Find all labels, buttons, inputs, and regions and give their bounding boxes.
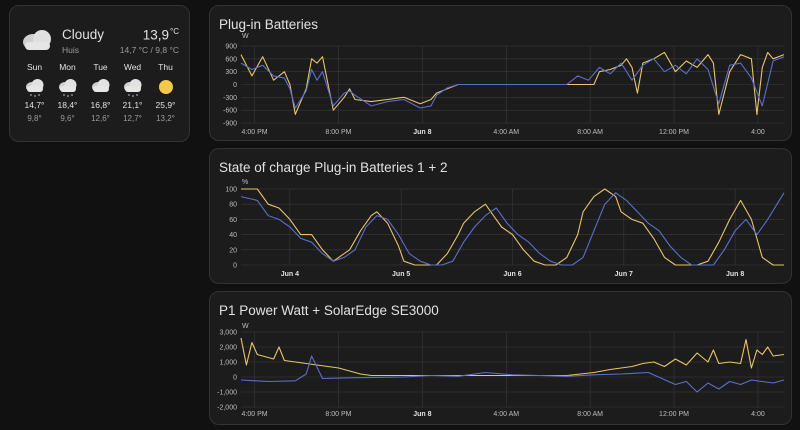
forecast-day-label: Tue	[93, 62, 108, 72]
x-tick-label: 12:00 PM	[659, 411, 689, 418]
chart-title: State of charge Plug-in Batteries 1 + 2	[219, 160, 448, 175]
y-tick-label: 3,000	[219, 330, 237, 337]
p1-power-chart[interactable]: 3,000 2,000 1,000 0 -1,000 -2,000 W 4:00 PM 8:00…	[210, 292, 793, 426]
y-tick-label: 0	[233, 263, 237, 270]
forecast-high: 14,7°	[24, 100, 45, 110]
snowy-cloud-icon	[123, 79, 141, 97]
forecast-day-label: Mon	[59, 62, 76, 72]
x-tick-label: Jun 8	[726, 271, 744, 278]
x-tick-label: 4:00 PM	[242, 129, 268, 136]
forecast-day-label: Thu	[158, 62, 173, 72]
x-tick-label: 4:00 AM	[493, 411, 519, 418]
unit-label: W	[242, 33, 249, 40]
plug-in-batteries-card[interactable]: Plug-in Batteries 900 600 300 0 -300 -600 -900…	[209, 5, 792, 141]
forecast-high: 16,8°	[90, 100, 111, 110]
forecast-day: Sun 14,7° 9,8°	[18, 62, 51, 123]
state-of-charge-card[interactable]: State of charge Plug-in Batteries 1 + 2 …	[209, 148, 792, 284]
y-tick-label: -300	[223, 95, 237, 102]
forecast-low: 12,6°	[91, 114, 110, 123]
x-tick-label: Jun 4	[281, 271, 299, 278]
y-tick-label: 600	[225, 56, 237, 63]
y-tick-label: 80	[229, 202, 237, 209]
plug-in-batteries-chart[interactable]: 900 600 300 0 -300 -600 -900 W 4:00 PM 8:00 PM Jun…	[210, 6, 793, 142]
weather-card[interactable]: Cloudy Huis 13,9°C 14,7 °C / 9,8 °C Sun 1…	[9, 5, 190, 142]
forecast-day: Mon 18,4° 9,6°	[51, 62, 84, 123]
state-of-charge-chart[interactable]: 100 80 60 40 20 0% Jun 4 Jun 5 Jun 6 Jun 7 Jun 8	[210, 149, 793, 285]
y-tick-label: 1,000	[219, 360, 237, 367]
forecast-day-label: Sun	[26, 62, 43, 72]
series-line-yellow[interactable]	[240, 51, 785, 115]
series-line-yellow[interactable]	[240, 337, 785, 377]
series-line-blue[interactable]	[240, 355, 785, 393]
forecast-low: 12,7°	[123, 114, 142, 123]
cloudy-icon	[91, 79, 109, 92]
unit-label: W	[242, 323, 249, 330]
x-tick-label: 4:00	[751, 411, 765, 418]
unit-label: %	[242, 179, 248, 186]
forecast-low: 13,2°	[156, 114, 175, 123]
x-tick-label: 8:00 PM	[325, 411, 351, 418]
forecast-day-label: Wed	[123, 62, 142, 72]
x-tick-label: Jun 6	[503, 271, 521, 278]
series-line-blue[interactable]	[240, 192, 785, 266]
y-tick-label: -1,000	[217, 390, 237, 397]
x-tick-label: Jun 8	[413, 129, 431, 136]
forecast-day: Wed 21,1° 12,7°	[116, 62, 149, 123]
temperature-unit: °C	[170, 27, 179, 36]
weather-condition: Cloudy	[62, 27, 105, 42]
snowy-cloud-icon	[25, 79, 43, 97]
x-tick-label: 4:00 AM	[493, 129, 519, 136]
forecast-low: 9,6°	[60, 114, 75, 123]
y-tick-label: 2,000	[219, 345, 237, 352]
forecast-high: 25,9°	[155, 100, 176, 110]
x-tick-label: 8:00 AM	[577, 129, 603, 136]
current-temperature: 13,9°C	[142, 27, 179, 43]
y-tick-label: 0	[233, 375, 237, 382]
y-tick-label: 900	[225, 44, 237, 51]
y-tick-label: 60	[229, 217, 237, 224]
forecast-high: 21,1°	[122, 100, 143, 110]
y-tick-label: 40	[229, 232, 237, 239]
x-tick-label: Jun 5	[392, 271, 410, 278]
sunny-icon	[158, 80, 173, 94]
forecast-day: Tue 16,8° 12,6°	[84, 62, 117, 123]
forecast-high: 18,4°	[57, 100, 78, 110]
series-line-yellow[interactable]	[241, 188, 784, 266]
x-tick-label: 4:00	[751, 129, 765, 136]
y-tick-label: 100	[225, 187, 237, 194]
x-tick-label: Jun 8	[413, 411, 431, 418]
p1-power-card[interactable]: P1 Power Watt + SolarEdge SE3000 3,000 2,…	[209, 291, 792, 425]
y-tick-label: 20	[229, 247, 237, 254]
x-tick-label: 12:00 PM	[659, 129, 689, 136]
forecast-day: Thu 25,9° 13,2°	[149, 62, 182, 123]
x-tick-label: Jun 7	[615, 271, 633, 278]
chart-title: Plug-in Batteries	[219, 17, 319, 32]
snowy-cloud-icon	[58, 79, 76, 97]
y-tick-label: -600	[223, 108, 237, 115]
x-tick-label: 4:00 PM	[242, 411, 268, 418]
cloudy-icon	[23, 30, 51, 50]
series-line-blue[interactable]	[240, 56, 785, 109]
weather-location: Huis	[62, 45, 80, 55]
x-tick-label: 8:00 PM	[325, 129, 351, 136]
x-tick-label: 8:00 AM	[577, 411, 603, 418]
y-tick-label: -2,000	[217, 405, 237, 412]
high-low-temperature: 14,7 °C / 9,8 °C	[119, 45, 179, 55]
y-tick-label: -900	[223, 121, 237, 128]
y-tick-label: 0	[233, 82, 237, 89]
y-tick-label: 300	[225, 69, 237, 76]
chart-title: P1 Power Watt + SolarEdge SE3000	[219, 303, 439, 318]
forecast-low: 9,8°	[27, 114, 42, 123]
